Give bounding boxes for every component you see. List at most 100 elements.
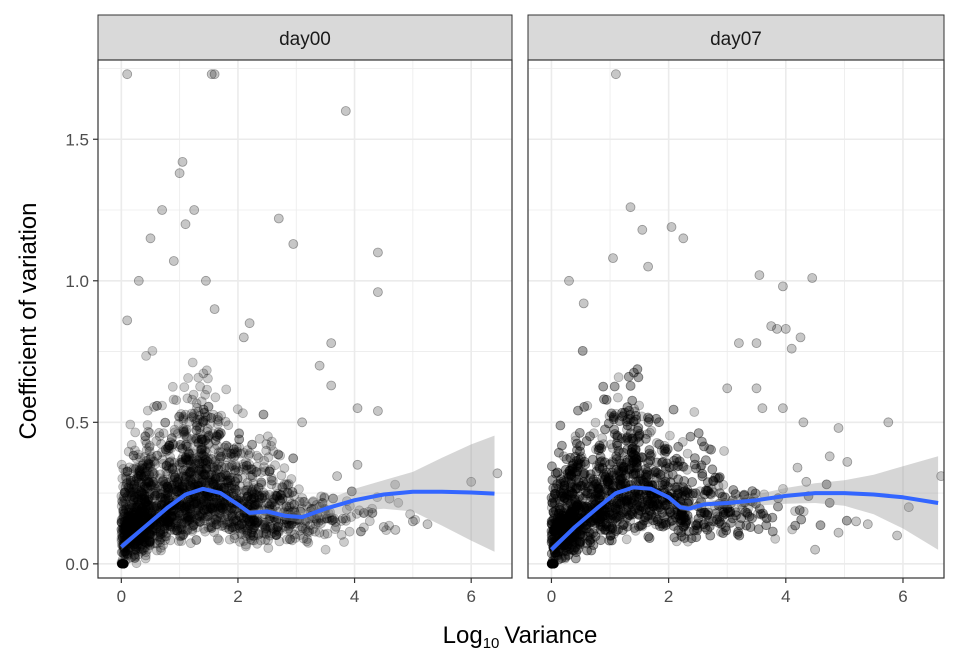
point [229, 505, 240, 516]
point [242, 526, 253, 537]
point [216, 451, 227, 462]
point [141, 538, 152, 548]
point [211, 519, 222, 530]
point [199, 515, 210, 526]
point [550, 527, 561, 538]
outlier-point [332, 471, 343, 482]
point [127, 517, 138, 528]
point [308, 496, 319, 507]
point [185, 458, 196, 469]
point [210, 473, 221, 484]
point [178, 529, 189, 540]
point [137, 539, 147, 550]
point [136, 511, 147, 521]
point [200, 469, 211, 479]
point [161, 460, 172, 471]
point [123, 524, 134, 534]
point [251, 517, 262, 528]
point [205, 503, 216, 514]
point [230, 467, 241, 478]
point [144, 477, 155, 488]
point [195, 500, 206, 510]
point [673, 488, 683, 499]
point [167, 381, 178, 392]
point [123, 507, 134, 518]
x-tick-label: 0 [117, 587, 126, 606]
point [279, 503, 290, 513]
point [625, 380, 636, 391]
point [141, 537, 152, 548]
point [172, 428, 183, 439]
point [601, 394, 612, 405]
point [153, 531, 164, 542]
point [144, 536, 155, 547]
point [282, 487, 293, 498]
point [131, 506, 142, 517]
point [151, 529, 162, 540]
point [146, 451, 157, 462]
point [227, 508, 238, 519]
point [121, 471, 131, 482]
point [231, 488, 242, 499]
point [622, 492, 632, 503]
point [155, 492, 166, 503]
point [555, 514, 565, 525]
y-tick-label: 1.0 [65, 272, 89, 291]
point [193, 452, 204, 462]
point [209, 462, 219, 473]
point [177, 457, 188, 468]
point [182, 455, 193, 465]
point [190, 436, 201, 447]
point [144, 527, 155, 538]
point [136, 494, 147, 505]
point [158, 516, 169, 527]
point [160, 417, 171, 428]
point [253, 483, 264, 493]
outlier-point [352, 403, 363, 414]
point [126, 487, 137, 498]
point [183, 455, 194, 466]
point [162, 481, 173, 492]
point [132, 536, 143, 547]
point [126, 482, 137, 493]
point [184, 514, 195, 525]
point [327, 515, 338, 525]
point [259, 519, 270, 530]
point [354, 505, 365, 516]
point [577, 345, 588, 356]
point [248, 492, 259, 503]
point [163, 517, 174, 528]
point [203, 431, 214, 442]
point [138, 534, 149, 544]
point [126, 523, 137, 533]
outlier-point [798, 417, 809, 428]
point [201, 491, 212, 502]
point [252, 538, 263, 549]
point [579, 401, 590, 412]
point [143, 528, 154, 538]
point [191, 425, 202, 436]
point [585, 431, 595, 442]
point [135, 539, 146, 550]
point [125, 510, 136, 521]
point [192, 420, 202, 431]
point [242, 445, 253, 456]
point [190, 458, 201, 469]
point [149, 491, 160, 501]
point [180, 474, 191, 485]
point [169, 472, 180, 483]
point [144, 477, 154, 488]
point [120, 521, 131, 532]
point [205, 501, 216, 512]
point [147, 526, 158, 537]
point [223, 477, 234, 488]
point [180, 477, 190, 488]
point [187, 453, 198, 464]
point [246, 486, 257, 497]
outlier-point [340, 106, 351, 116]
point [157, 447, 167, 458]
point [188, 453, 199, 464]
point [260, 490, 271, 500]
point [139, 536, 150, 547]
